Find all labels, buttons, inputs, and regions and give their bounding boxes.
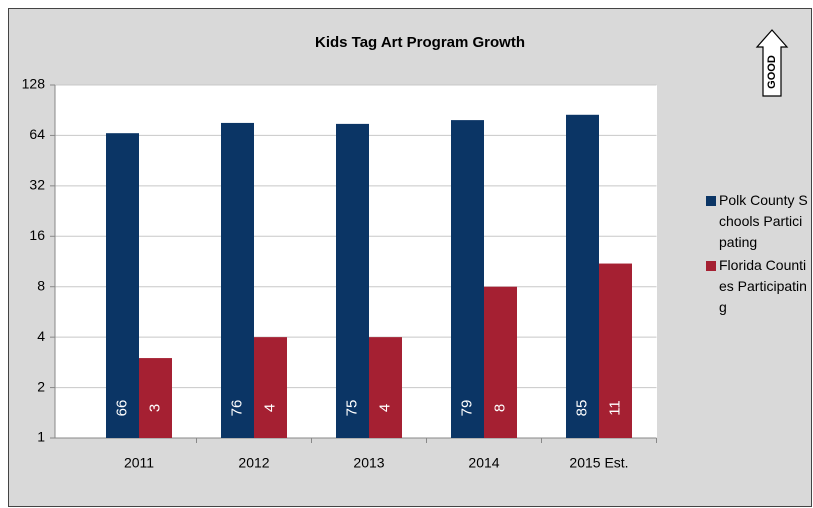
data-label: 79 xyxy=(458,400,475,417)
y-tick-label: 32 xyxy=(29,177,45,193)
y-tick-label: 8 xyxy=(37,277,45,293)
legend-swatch xyxy=(706,261,716,271)
bar xyxy=(484,286,517,438)
bar xyxy=(254,337,287,438)
data-label: 85 xyxy=(573,400,590,417)
y-tick-label: 4 xyxy=(37,328,45,344)
data-label: 8 xyxy=(491,404,508,412)
y-tick-label: 128 xyxy=(22,76,46,92)
bar xyxy=(336,123,369,438)
y-tick-label: 16 xyxy=(29,227,45,243)
x-tick-label: 2012 xyxy=(238,455,269,471)
x-tick-label: 2014 xyxy=(468,455,499,471)
legend-label: Polk County Schools Participating xyxy=(719,192,808,250)
data-label: 76 xyxy=(228,400,245,417)
bar xyxy=(566,114,599,438)
legend-item: Polk County Schools Participating xyxy=(706,190,810,253)
good-arrow: GOOD xyxy=(755,29,789,97)
x-tick-label: 2013 xyxy=(353,455,384,471)
bar xyxy=(369,337,402,438)
y-tick-label: 64 xyxy=(29,126,45,142)
annotation: GOOD xyxy=(766,55,778,89)
x-tick-label: 2011 xyxy=(124,455,154,471)
legend-swatch xyxy=(706,196,716,206)
bar xyxy=(106,133,139,439)
bar xyxy=(599,263,632,438)
bar xyxy=(451,120,484,438)
x-tick-label: 2015 Est. xyxy=(569,455,628,471)
legend-label: Florida Counties Participating xyxy=(719,257,807,315)
data-label: 66 xyxy=(113,400,130,417)
bar xyxy=(221,122,254,439)
arrow-shape xyxy=(755,29,789,97)
legend: Polk County Schools Participating Florida… xyxy=(706,190,810,320)
data-label: 11 xyxy=(606,400,623,416)
data-label: 3 xyxy=(146,404,163,412)
chart-title: Kids Tag Art Program Growth xyxy=(315,34,525,51)
data-label: 75 xyxy=(343,400,360,417)
y-tick-label: 2 xyxy=(37,378,45,394)
data-label: 4 xyxy=(261,404,278,412)
legend-item: Florida Counties Participating xyxy=(706,255,810,318)
bar xyxy=(139,358,172,438)
y-tick-label: 1 xyxy=(37,429,45,445)
data-label: 4 xyxy=(376,404,393,412)
